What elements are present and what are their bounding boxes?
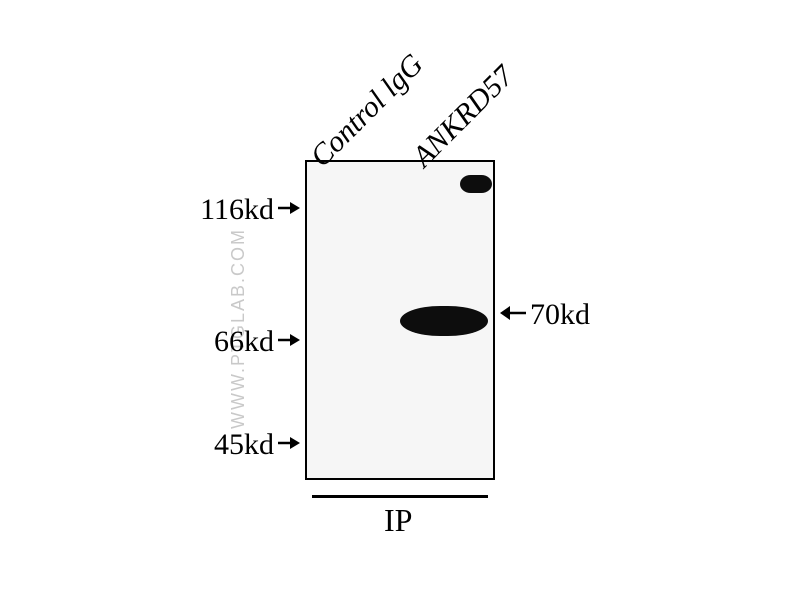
ip-underline xyxy=(312,495,488,498)
detected-band-label: 70kd xyxy=(530,298,590,332)
arrow-right-icon xyxy=(278,436,300,455)
protein-band xyxy=(400,306,488,336)
arrow-right-icon xyxy=(278,201,300,220)
mw-marker-row: 66kd xyxy=(160,325,300,359)
arrow-right-icon xyxy=(278,333,300,352)
mw-marker-row: 116kd xyxy=(160,193,300,227)
ip-label: IP xyxy=(384,502,412,539)
mw-marker-label: 116kd xyxy=(200,193,274,227)
detected-band-label-row: 70kd xyxy=(500,298,590,332)
western-blot-figure: WWW.PTGLAB.COM Control lgG ANKRD57 116kd… xyxy=(0,0,800,600)
mw-marker-label: 66kd xyxy=(214,325,274,359)
mw-marker-row: 45kd xyxy=(160,428,300,462)
mw-marker-label: 45kd xyxy=(214,428,274,462)
protein-band xyxy=(460,175,492,193)
arrow-left-icon xyxy=(500,305,526,326)
